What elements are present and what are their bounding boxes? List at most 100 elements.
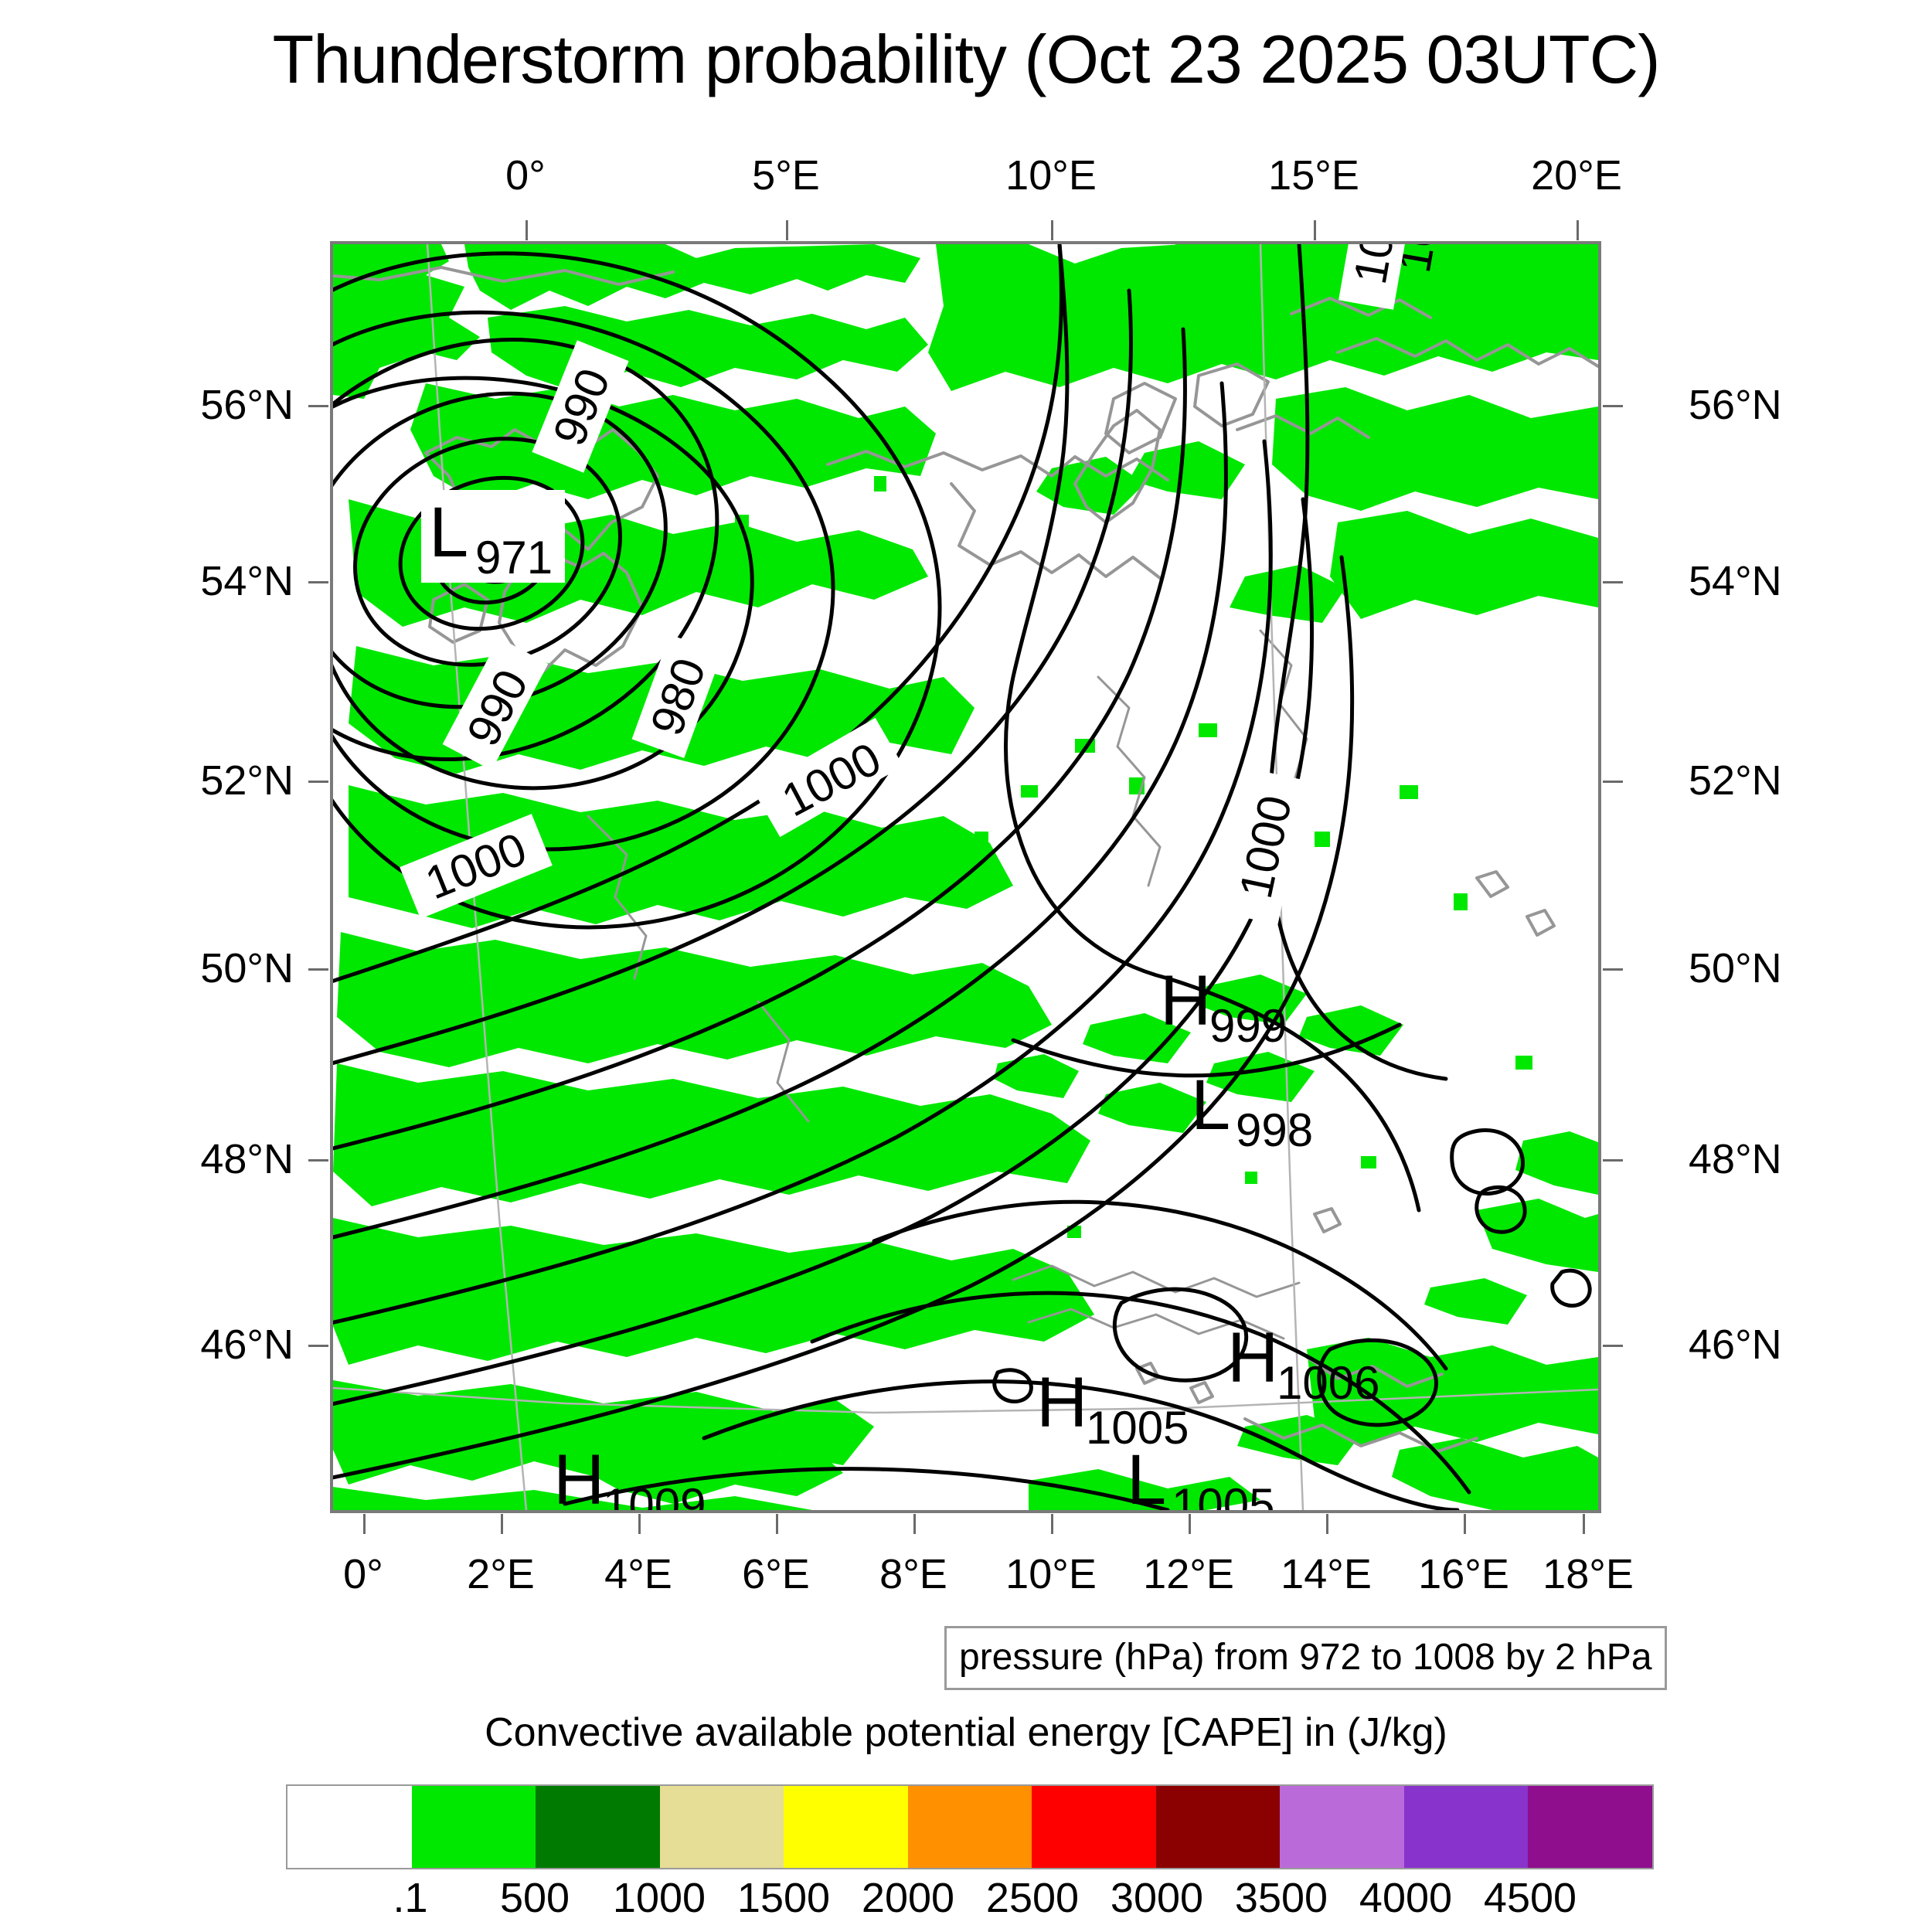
tick-right-52 bbox=[1603, 781, 1623, 783]
axis-label-right-50: 50°N bbox=[1689, 945, 1782, 992]
pressure-center-L998-value: 998 bbox=[1236, 1104, 1313, 1156]
axis-label-right-52: 52°N bbox=[1689, 757, 1782, 804]
tick-top-15 bbox=[1314, 220, 1316, 240]
axis-label-left-52: 52°N bbox=[200, 757, 294, 804]
colorbar-swatch-10[interactable] bbox=[1528, 1786, 1653, 1868]
colorbar-tick-6: 3000 bbox=[1110, 1875, 1204, 1921]
axis-label-right-54: 54°N bbox=[1689, 558, 1782, 604]
axis-label-right-46: 46°N bbox=[1689, 1321, 1782, 1368]
pressure-contour-layer bbox=[333, 244, 1592, 1510]
pressure-center-H1005-value: 1005 bbox=[1086, 1402, 1189, 1454]
cape-caption: Convective available potential energy [C… bbox=[485, 1710, 1447, 1755]
axis-label-bottom-0: 0° bbox=[343, 1551, 383, 1597]
colorbar-swatch-9[interactable] bbox=[1403, 1786, 1529, 1868]
colorbar-swatch-6[interactable] bbox=[1032, 1786, 1156, 1868]
pressure-center-H1006-type: H bbox=[1227, 1318, 1278, 1397]
tick-bottom-10 bbox=[1051, 1514, 1053, 1534]
pressure-caption-box: pressure (hPa) from 972 to 1008 by 2 hPa bbox=[944, 1626, 1667, 1690]
axis-label-bottom-18: 18°E bbox=[1543, 1551, 1634, 1597]
colorbar-swatch-7[interactable] bbox=[1155, 1786, 1281, 1868]
pressure-center-L1005-value: 1005 bbox=[1172, 1479, 1274, 1510]
tick-bottom-12 bbox=[1189, 1514, 1191, 1534]
tick-bottom-2 bbox=[501, 1514, 503, 1534]
colorbar-swatch-2[interactable] bbox=[536, 1786, 660, 1868]
pressure-center-H1009-type: H bbox=[553, 1440, 604, 1510]
axis-label-top-10: 10°E bbox=[1005, 152, 1097, 199]
pressure-center-H999: H 999 bbox=[1160, 961, 1287, 1052]
axis-label-bottom-14: 14°E bbox=[1281, 1551, 1372, 1597]
axis-label-bottom-6: 6°E bbox=[742, 1551, 810, 1597]
map-plot-area[interactable]: 980 990 bbox=[330, 241, 1601, 1513]
tick-bottom-6 bbox=[776, 1514, 778, 1534]
pressure-center-L1005-type: L bbox=[1127, 1440, 1166, 1510]
colorbar-swatch-0[interactable] bbox=[287, 1786, 412, 1868]
colorbar-tick-4: 2000 bbox=[861, 1875, 955, 1921]
tick-left-54 bbox=[308, 581, 328, 583]
colorbar-tick-labels: .1 500 1000 1500 2000 2500 3000 3500 400… bbox=[286, 1874, 1654, 1928]
colorbar-tick-5: 2500 bbox=[985, 1875, 1080, 1921]
tick-right-46 bbox=[1603, 1345, 1623, 1347]
tick-left-50 bbox=[308, 968, 328, 971]
pressure-center-L971: L 971 bbox=[421, 490, 565, 583]
axis-label-bottom-4: 4°E bbox=[604, 1551, 672, 1597]
tick-top-10 bbox=[1051, 220, 1053, 240]
colorbar-tick-2: 1000 bbox=[612, 1875, 706, 1921]
pressure-center-H999-type: H bbox=[1160, 961, 1211, 1040]
pressure-center-H1005: H 1005 bbox=[1036, 1363, 1189, 1454]
colorbar-tick-9: 4500 bbox=[1483, 1875, 1577, 1921]
axis-label-left-50: 50°N bbox=[200, 945, 294, 992]
tick-bottom-16 bbox=[1464, 1514, 1466, 1534]
tick-right-54 bbox=[1603, 581, 1623, 583]
pressure-center-H999-value: 999 bbox=[1209, 1000, 1287, 1052]
pressure-center-H1006-value: 1006 bbox=[1277, 1357, 1379, 1409]
axis-label-bottom-8: 8°E bbox=[879, 1551, 947, 1597]
colorbar-tick-3: 1500 bbox=[736, 1875, 831, 1921]
axis-label-left-54: 54°N bbox=[200, 558, 294, 604]
colorbar-swatch-4[interactable] bbox=[784, 1786, 908, 1868]
tick-bottom-18 bbox=[1583, 1514, 1585, 1534]
axis-label-right-48: 48°N bbox=[1689, 1136, 1782, 1182]
colorbar-swatch-5[interactable] bbox=[907, 1786, 1032, 1868]
pressure-center-L971-value: 971 bbox=[475, 532, 553, 583]
axis-label-bottom-12: 12°E bbox=[1143, 1551, 1234, 1597]
pressure-center-L971-type: L bbox=[429, 493, 468, 572]
tick-bottom-8 bbox=[913, 1514, 916, 1534]
tick-top-0 bbox=[526, 220, 528, 240]
pressure-center-L998-type: L bbox=[1191, 1066, 1230, 1145]
axis-label-left-48: 48°N bbox=[200, 1136, 294, 1182]
colorbar-swatch-3[interactable] bbox=[659, 1786, 784, 1868]
pressure-center-H1009: H 1009 bbox=[553, 1440, 706, 1510]
axis-label-bottom-16: 16°E bbox=[1418, 1551, 1509, 1597]
tick-left-48 bbox=[308, 1159, 328, 1162]
pressure-center-H1006: H 1006 bbox=[1227, 1318, 1379, 1409]
tick-bottom-4 bbox=[638, 1514, 641, 1534]
colorbar-tick-8: 4000 bbox=[1359, 1875, 1453, 1921]
colorbar-swatch-1[interactable] bbox=[411, 1786, 536, 1868]
colorbar-tick-7: 3500 bbox=[1234, 1875, 1328, 1921]
pressure-center-H1005-type: H bbox=[1036, 1363, 1087, 1442]
colorbar-swatch-8[interactable] bbox=[1280, 1786, 1404, 1868]
tick-right-48 bbox=[1603, 1159, 1623, 1162]
tick-bottom-14 bbox=[1326, 1514, 1328, 1534]
cape-colorbar[interactable] bbox=[286, 1784, 1654, 1869]
axis-label-bottom-2: 2°E bbox=[467, 1551, 535, 1597]
pressure-center-H1009-value: 1009 bbox=[603, 1479, 706, 1510]
tick-right-56 bbox=[1603, 405, 1623, 407]
pressure-center-layer: L 971 H 999 L 998 H bbox=[421, 490, 1379, 1510]
axis-label-top-20: 20°E bbox=[1531, 152, 1622, 199]
tick-left-46 bbox=[308, 1345, 328, 1347]
tick-left-56 bbox=[308, 405, 328, 407]
map-canvas: 980 990 bbox=[333, 244, 1598, 1510]
axis-label-right-56: 56°N bbox=[1689, 382, 1782, 428]
pressure-center-L1005: L 1005 bbox=[1127, 1440, 1274, 1510]
axis-label-top-15: 15°E bbox=[1268, 152, 1359, 199]
page-title: Thunderstorm probability (Oct 23 2025 03… bbox=[272, 21, 1660, 97]
colorbar-tick-0: .1 bbox=[393, 1875, 428, 1921]
axis-label-top-0: 0° bbox=[505, 152, 546, 199]
tick-top-5 bbox=[786, 220, 788, 240]
axis-label-left-56: 56°N bbox=[200, 382, 294, 428]
axis-label-left-46: 46°N bbox=[200, 1321, 294, 1368]
axis-label-top-5: 5°E bbox=[752, 152, 820, 199]
colorbar-tick-1: 500 bbox=[499, 1875, 570, 1921]
